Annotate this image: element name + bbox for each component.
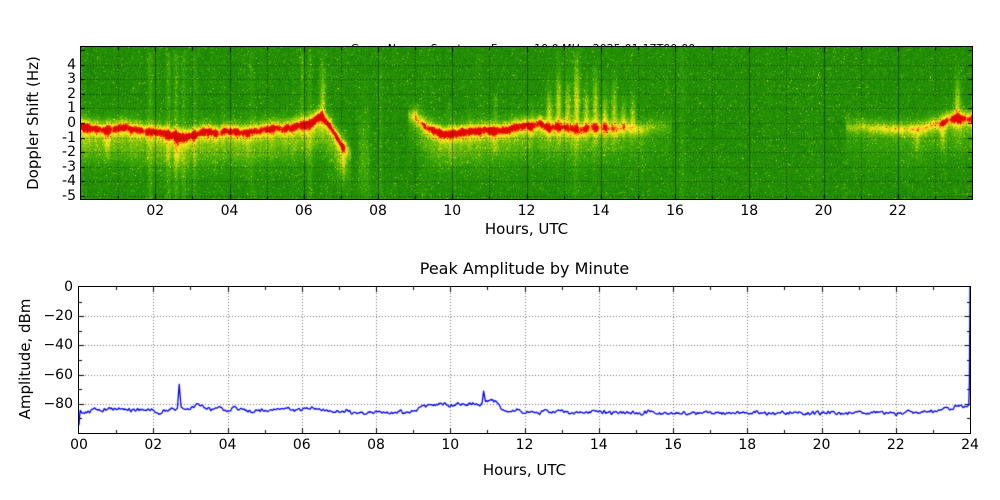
amp-x-tick-label: 10 bbox=[441, 437, 460, 453]
spec-y-tick-label: -2 bbox=[62, 144, 76, 161]
spec-x-tick-label: 16 bbox=[666, 203, 684, 219]
amp-x-tick-label: 24 bbox=[961, 437, 979, 453]
amp-x-tick-label: 18 bbox=[738, 437, 757, 453]
spec-x-tick-label: 10 bbox=[443, 203, 462, 219]
amplitude-plot-area bbox=[78, 286, 971, 434]
amp-y-tick-label: 0 bbox=[64, 279, 73, 295]
spec-y-tick-label: -4 bbox=[62, 173, 76, 190]
amp-x-tick-label: 06 bbox=[292, 437, 311, 453]
spec-x-tick-label: 02 bbox=[146, 203, 165, 219]
amp-y-tick-label: −40 bbox=[43, 337, 73, 354]
amplitude-x-axis-label: Hours, UTC bbox=[482, 461, 567, 479]
spec-x-tick-label: 20 bbox=[814, 203, 833, 219]
amp-x-tick-label: 00 bbox=[70, 437, 88, 453]
spec-x-tick-label: 12 bbox=[517, 203, 536, 219]
spec-x-tick-label: 22 bbox=[888, 203, 907, 219]
spec-y-tick-label: -5 bbox=[62, 188, 76, 205]
amp-x-tick-label: 22 bbox=[886, 437, 905, 453]
spec-y-tick-label: 4 bbox=[67, 56, 76, 73]
amp-x-tick-label: 08 bbox=[367, 437, 385, 453]
spec-x-tick-label: 04 bbox=[220, 203, 239, 219]
amp-y-tick-label: −20 bbox=[43, 308, 73, 325]
spectrogram-canvas bbox=[81, 47, 972, 199]
amp-x-tick-label: 14 bbox=[589, 437, 608, 453]
amp-y-tick-label: −60 bbox=[43, 366, 73, 383]
spec-y-tick-label: -1 bbox=[62, 129, 76, 146]
spec-x-tick-label: 06 bbox=[294, 203, 313, 219]
amp-x-tick-label: 20 bbox=[812, 437, 831, 453]
spec-x-tick-label: 14 bbox=[591, 203, 610, 219]
spec-x-tick-label: 18 bbox=[740, 203, 759, 219]
amp-x-tick-label: 16 bbox=[664, 437, 682, 453]
spec-y-tick-label: 0 bbox=[67, 115, 76, 131]
spec-y-tick-label: 3 bbox=[67, 71, 76, 88]
spectrogram-plot-area bbox=[80, 46, 973, 200]
amp-x-tick-label: 12 bbox=[515, 437, 534, 453]
amplitude-title: Peak Amplitude by Minute bbox=[419, 259, 630, 278]
spec-y-tick-label: 2 bbox=[67, 85, 76, 102]
spectrogram-x-axis-label: Hours, UTC bbox=[484, 220, 569, 238]
spec-y-tick-label: 1 bbox=[67, 100, 76, 117]
amp-x-tick-label: 04 bbox=[218, 437, 237, 453]
spec-x-tick-label: 08 bbox=[369, 203, 387, 219]
amp-x-tick-label: 02 bbox=[144, 437, 163, 453]
amplitude-canvas bbox=[79, 287, 970, 433]
spec-y-tick-label: -3 bbox=[62, 158, 76, 175]
amp-y-tick-label: −80 bbox=[43, 395, 73, 412]
